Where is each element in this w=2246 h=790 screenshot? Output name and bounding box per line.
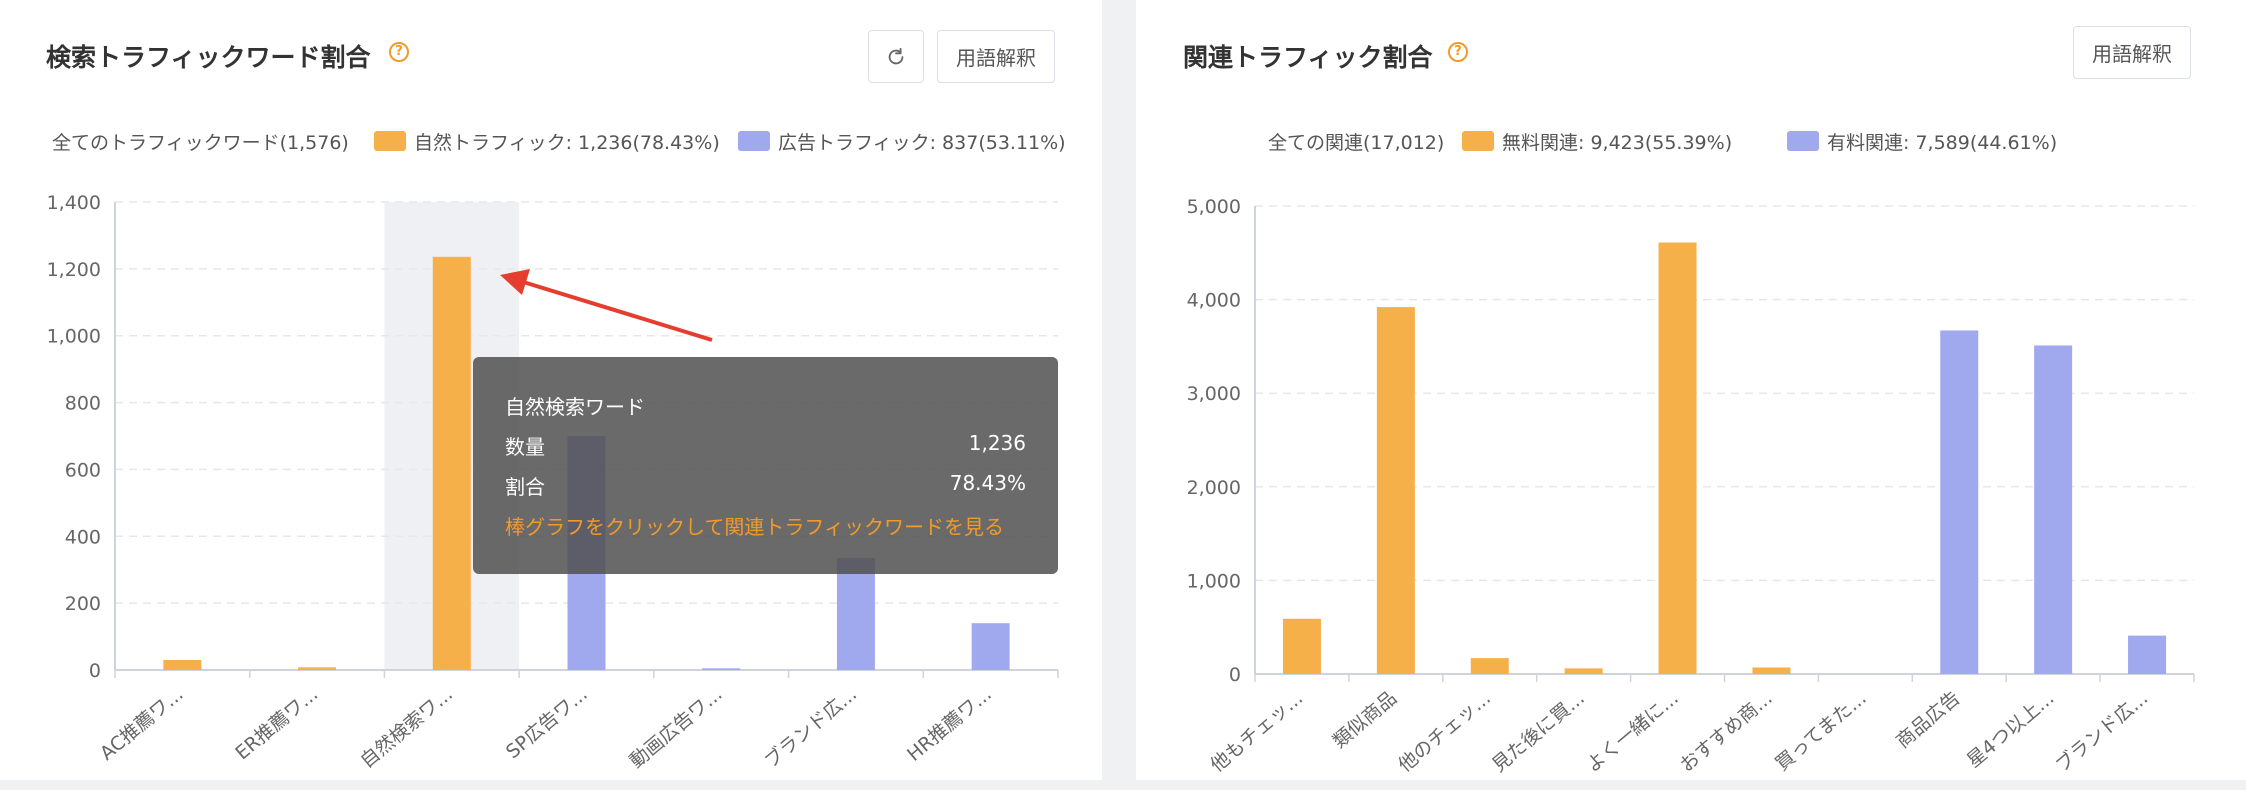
y-tick-label: 1,000 (47, 326, 101, 348)
chart-legend: 全てのトラフィックワード(1,576) 自然トラフィック: 1,236(78.4… (52, 126, 1066, 156)
bar (2128, 635, 2167, 674)
legend-total-label: 全てのトラフィックワード(1,576) (52, 131, 349, 154)
tooltip-title: 自然検索ワード (505, 395, 645, 419)
x-tick-label: 見た後に買... (1488, 687, 1589, 777)
legend-organic[interactable]: 自然トラフィック: 1,236(78.43%) (374, 126, 720, 156)
question-circle-icon[interactable]: ? (389, 42, 409, 62)
bar (971, 623, 1010, 670)
legend-swatch-orange (1462, 131, 1494, 151)
x-tick-label: 自然検索ワ... (356, 683, 457, 773)
related-traffic-bar-chart: 0 1,000 2,000 3,000 4,000 5,000 他もチェッ... 類似商品他の… (1187, 196, 2195, 777)
legend-ad-label: 広告トラフィック: 837(53.11%) (778, 131, 1066, 154)
x-tick-label: ER推薦ワ... (231, 683, 322, 764)
y-tick-label: 1,400 (47, 192, 101, 214)
legend-swatch-purple (1787, 131, 1819, 151)
y-tick-label: 3,000 (1187, 383, 1241, 405)
y-tick-label: 4,000 (1187, 290, 1241, 312)
legend-total-label: 全ての関連(17,012) (1268, 131, 1445, 154)
bar (1564, 668, 1603, 674)
x-tick-label: よく一緒に... (1582, 687, 1683, 777)
bar (702, 668, 741, 670)
x-tick-label: HR推薦ワ... (903, 683, 996, 766)
y-tick-label: 200 (65, 593, 101, 615)
tooltip-count-row: 数量 1,236 (505, 431, 1026, 460)
x-tick-label: 他のチェッ... (1394, 687, 1495, 777)
bar (1940, 330, 1979, 674)
legend-organic-label: 自然トラフィック: 1,236(78.43%) (414, 131, 720, 154)
y-tick-label: 2,000 (1187, 477, 1241, 499)
panel-title: 関連トラフィック割合 (1183, 43, 1433, 72)
legend-paid-label: 有料関連: 7,589(44.61%) (1827, 131, 2058, 154)
x-tick-label: 商品広告 (1892, 687, 1964, 753)
bar (432, 256, 471, 670)
y-tick-label: 1,000 (1187, 570, 1241, 592)
question-circle-icon[interactable]: ? (1448, 42, 1468, 62)
bar (1470, 658, 1509, 674)
bar (1658, 242, 1697, 674)
bar (2034, 345, 2073, 674)
x-tick-label: 星4つ以上... (1963, 687, 2059, 772)
bar (1752, 667, 1791, 674)
bar (163, 659, 202, 670)
x-tick-label: 他もチェッ... (1206, 687, 1307, 777)
x-tick-label: ブランド広... (760, 682, 861, 772)
y-tick-label: 400 (65, 526, 101, 548)
legend-paid[interactable]: 有料関連: 7,589(44.61%) (1787, 126, 2057, 156)
x-tick-label: 類似商品 (1329, 687, 1401, 753)
tooltip-hint[interactable]: 棒グラフをクリックして関連トラフィックワードを見る (505, 515, 1004, 539)
y-tick-label: 600 (65, 459, 101, 481)
chart-tooltip: 自然検索ワード 数量 1,236 割合 78.43% 棒グラフをクリックして関連… (473, 357, 1058, 574)
x-tick-label: 動画広告ワ... (626, 683, 727, 773)
legend-swatch-orange (374, 131, 406, 151)
y-tick-label: 0 (1229, 664, 1241, 686)
x-tick-label: SP広告ワ... (502, 683, 592, 763)
tooltip-ratio-value: 78.43% (949, 471, 1026, 495)
panel-title: 検索トラフィックワード割合 (46, 43, 371, 72)
bar (1282, 618, 1321, 674)
y-tick-label: 0 (89, 660, 101, 682)
glossary-button[interactable]: 用語解釈 (2073, 26, 2191, 79)
tooltip-ratio-label: 割合 (505, 475, 545, 499)
legend-ad[interactable]: 広告トラフィック: 837(53.11%) (738, 126, 1066, 156)
bar (298, 667, 337, 670)
tooltip-count-label: 数量 (505, 435, 545, 459)
search-traffic-bar-chart: 0 200 400 600 800 1,000 1,200 1,400 AC推薦ワ... ER推薦… (47, 192, 1059, 773)
bar (1376, 307, 1415, 674)
tooltip-ratio-row: 割合 78.43% (505, 471, 1026, 500)
x-tick-label: おすすめ商... (1676, 687, 1777, 777)
y-tick-label: 1,200 (47, 259, 101, 281)
tooltip-count-value: 1,236 (968, 431, 1026, 455)
legend-free[interactable]: 無料関連: 9,423(55.39%) (1462, 126, 1732, 156)
legend-total[interactable]: 全ての関連(17,012) (1268, 126, 1444, 156)
legend-free-label: 無料関連: 9,423(55.39%) (1502, 131, 1733, 154)
x-tick-label: AC推薦ワ... (96, 683, 188, 765)
refresh-button[interactable] (868, 30, 924, 83)
x-tick-label: ブランド広... (2051, 686, 2152, 776)
y-tick-label: 800 (65, 393, 101, 415)
legend-total[interactable]: 全てのトラフィックワード(1,576) (52, 126, 349, 156)
bar (836, 558, 875, 670)
related-traffic-panel: 関連トラフィック割合 ? 用語解釈 全ての関連(17,012) 無料関連: 9,… (1136, 0, 2246, 780)
search-traffic-panel: 検索トラフィックワード割合 ? 用語解釈 全てのトラフィックワード(1,576)… (0, 0, 1102, 780)
x-tick-label: 買ってまた... (1771, 687, 1870, 775)
legend-swatch-purple (738, 131, 770, 151)
chart-legend: 全ての関連(17,012) 無料関連: 9,423(55.39%) 有料関連: … (1268, 126, 2168, 156)
refresh-icon (888, 47, 904, 64)
y-tick-label: 5,000 (1187, 196, 1241, 218)
glossary-button[interactable]: 用語解釈 (937, 30, 1055, 83)
